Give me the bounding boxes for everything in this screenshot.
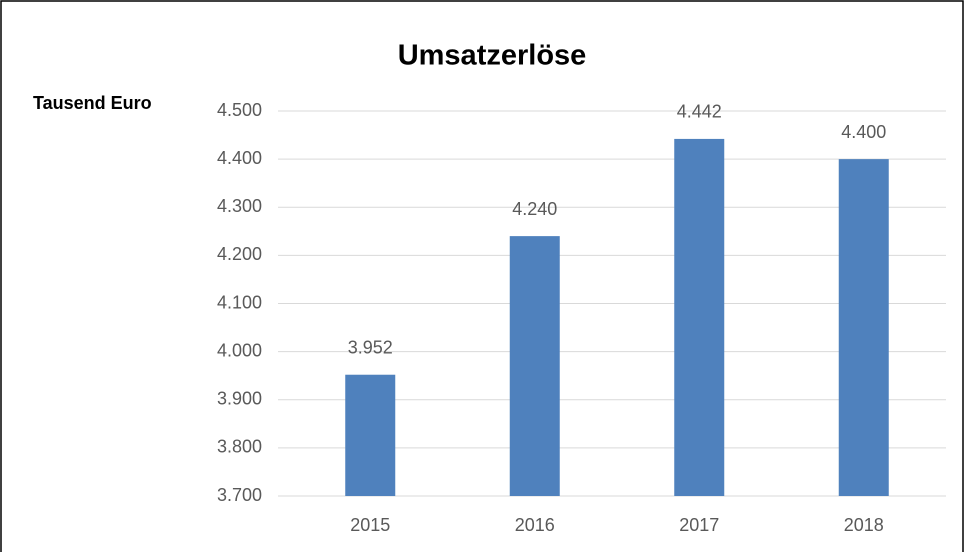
y-tick-label: 3.800 bbox=[217, 437, 262, 457]
data-label: 4.400 bbox=[841, 122, 886, 142]
y-tick-label: 4.300 bbox=[217, 196, 262, 216]
y-tick-label: 4.100 bbox=[217, 292, 262, 312]
bar bbox=[345, 374, 396, 496]
y-tick-label: 4.200 bbox=[217, 244, 262, 264]
y-tick-label: 3.900 bbox=[217, 389, 262, 409]
x-tick-label: 2017 bbox=[679, 515, 719, 535]
y-axis-label: Tausend Euro bbox=[33, 93, 152, 113]
data-label: 4.442 bbox=[677, 102, 722, 122]
data-label: 3.952 bbox=[348, 337, 393, 357]
data-label: 4.240 bbox=[512, 199, 557, 219]
bar bbox=[838, 159, 889, 496]
x-tick-label: 2015 bbox=[350, 515, 390, 535]
y-tick-label: 3.700 bbox=[217, 485, 262, 505]
y-tick-label: 4.500 bbox=[217, 100, 262, 120]
bar bbox=[509, 236, 560, 496]
chart-title: Umsatzerlöse bbox=[398, 40, 587, 72]
y-tick-label: 4.000 bbox=[217, 340, 262, 360]
x-tick-label: 2016 bbox=[515, 515, 555, 535]
x-tick-label: 2018 bbox=[844, 515, 884, 535]
y-tick-label: 4.400 bbox=[217, 148, 262, 168]
bar bbox=[674, 138, 725, 496]
